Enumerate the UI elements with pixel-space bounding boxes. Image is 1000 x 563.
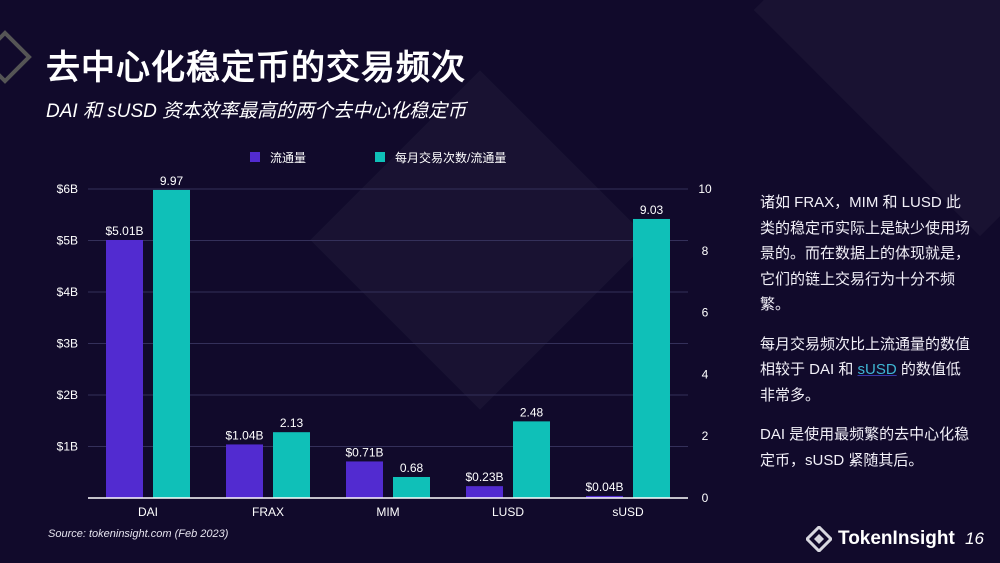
right-axis-tick: 2 [702,429,709,443]
bar-circulation [346,461,383,498]
data-label: $1.04B [225,428,263,442]
commentary-paragraph: 每月交易频次比上流通量的数值相较于 DAI 和 sUSD 的数值低非常多。 [760,332,970,409]
data-label: 9.97 [160,174,184,188]
left-axis-tick: $2B [57,388,78,402]
category-label: FRAX [252,505,284,519]
data-label: $5.01B [105,224,143,238]
category-label: sUSD [612,505,644,519]
data-label: 9.03 [640,203,664,217]
bar-tx-ratio [153,189,190,498]
logo-icon [806,526,832,552]
susd-link[interactable]: sUSD [857,361,897,378]
legend-swatch [250,152,260,162]
left-axis-tick: $6B [57,182,78,196]
left-axis-tick: $5B [57,234,78,248]
right-axis-tick: 6 [702,306,709,320]
side-commentary: 诸如 FRAX，MIM 和 LUSD 此类的稳定币实际上是缺少使用场景的。而在数… [760,190,970,487]
data-label: 0.68 [400,461,424,475]
legend-swatch [375,152,385,162]
bar-tx-ratio [633,218,670,498]
bar-tx-ratio [273,432,310,498]
commentary-paragraph: DAI 是使用最频繁的去中心化稳定币，sUSD 紧随其后。 [760,426,970,469]
legend-label: 流通量 [270,151,306,165]
category-label: DAI [138,505,158,519]
commentary-text: 每月交易频次比上流通量的数值相较于 DAI 和 [760,335,971,379]
right-axis-tick: 10 [698,182,712,196]
data-label: $0.23B [465,470,503,484]
legend-label: 每月交易次数/流通量 [395,150,506,165]
data-label: $0.04B [585,480,623,494]
page-title: 去中心化稳定币的交易频次 [46,49,466,87]
data-label: 2.13 [280,416,304,430]
data-label: 2.48 [520,405,544,419]
category-label: LUSD [492,505,524,519]
right-axis-tick: 4 [702,367,709,381]
bar-circulation [106,239,143,499]
left-axis-tick: $4B [57,285,78,299]
commentary-paragraph: 诸如 FRAX，MIM 和 LUSD 此类的稳定币实际上是缺少使用场景的。而在数… [760,194,971,313]
bar-circulation [466,486,503,498]
left-axis-tick: $1B [57,440,78,454]
tokeninsight-logo: TokenInsight [806,526,955,552]
right-axis-tick: 8 [702,244,709,258]
bar-tx-ratio [393,476,430,498]
data-label: $0.71B [345,445,383,459]
corner-decoration [0,30,32,84]
page-subtitle: DAI 和 sUSD 资本效率最高的两个去中心化稳定币 [46,101,467,122]
right-axis-tick: 0 [702,491,709,505]
bar-chart: $1B $2B $3B $4B $5B $6B 0 2 4 6 8 10 $5.01B 9.97 DAI $1… [57,150,712,519]
category-label: MIM [376,505,399,519]
bar-circulation [226,444,263,498]
left-axis-tick: $3B [57,337,78,351]
page-number: 16 [965,529,984,548]
logo-text: TokenInsight [838,528,955,549]
source-note: Source: tokeninsight.com (Feb 2023) [48,528,229,540]
commentary-text: 的数值低非常多。 [760,361,961,404]
bar-tx-ratio [513,421,550,498]
bar-circulation [586,495,623,498]
